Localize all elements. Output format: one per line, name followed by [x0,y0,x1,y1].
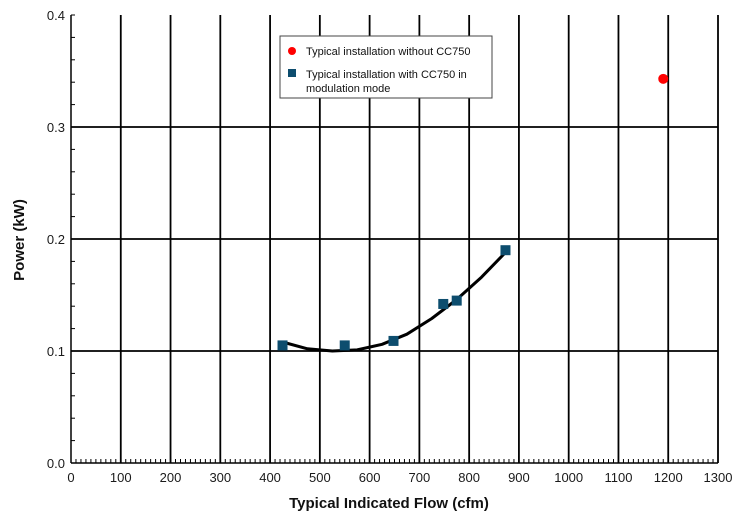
data-point-square [500,245,511,256]
x-tick-label: 200 [160,470,182,485]
x-tick-labels: 0 100 200 300 400 500 600 700 800 900 1000 1100 1200… [67,470,732,485]
x-tick-label: 100 [110,470,132,485]
y-tick-label: 0.1 [47,344,65,359]
data-point-square [388,335,399,346]
x-axis-title: Typical Indicated Flow (cfm) [289,495,489,512]
legend-box [279,35,493,99]
x-tick-label: 0 [67,470,74,485]
data-point-square [277,340,288,351]
y-tick-label: 0.4 [47,8,65,23]
x-tick-label: 1300 [704,470,733,485]
legend-entry-with-cc750: Typical installation with CC750 in modul… [306,69,470,95]
legend-marker-red-circle [288,47,296,55]
plot-area [277,73,669,353]
x-tick-label: 900 [508,470,530,485]
y-tick-label: 0.3 [47,120,65,135]
y-tick-labels: 0.0 0.1 0.2 0.3 0.4 [47,8,65,471]
legend-entry-without-cc750: Typical installation without CC750 [306,46,470,58]
x-tick-label: 1200 [654,470,683,485]
x-tick-label: 700 [409,470,431,485]
y-tick-label: 0.2 [47,232,65,247]
x-tick-label: 800 [458,470,480,485]
data-point-square [339,340,350,351]
data-point-square [438,298,449,309]
x-tick-label: 1100 [604,470,632,485]
legend-marker-blue-square [288,69,296,77]
x-tick-label: 400 [259,470,281,485]
data-point-square [451,295,462,306]
data-point-circle [658,73,669,84]
legend-entry-with-cc750-line-1: Typical installation with CC750 in [306,69,467,81]
tick-marks [70,14,719,464]
x-tick-label: 500 [309,470,331,485]
x-tick-label: 300 [209,470,231,485]
y-axis-title: Power (kW) [11,199,28,281]
legend-entry-with-cc750-line-2: modulation mode [306,83,390,95]
y-tick-label: 0.0 [47,456,65,471]
x-tick-label: 600 [359,470,381,485]
x-tick-label: 1000 [554,470,583,485]
legend: Typical installation without CC750 Typic… [279,35,493,99]
